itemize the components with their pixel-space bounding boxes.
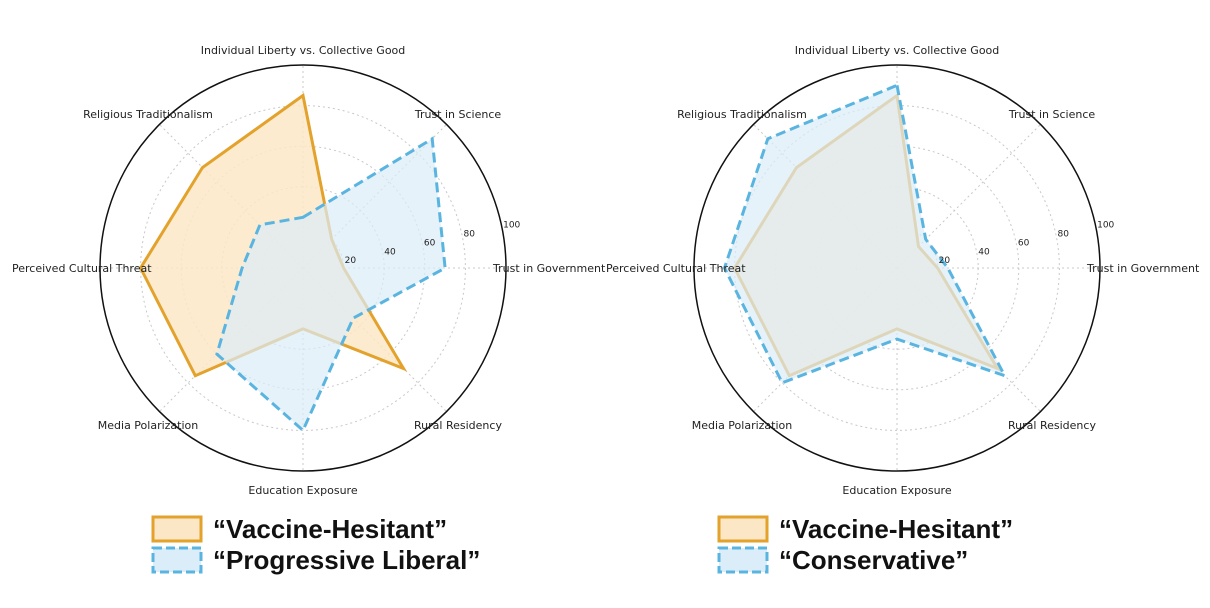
legend-swatch [151,546,203,574]
axis-label: Perceived Cultural Threat [12,262,152,275]
axis-label: Individual Liberty vs. Collective Good [795,44,1000,57]
legend-left: “Vaccine-Hesitant”“Progressive Liberal” [151,514,480,575]
outer-circle [693,64,1101,472]
grid-ring [734,105,1060,431]
legend-label: “Vaccine-Hesitant” [213,514,447,544]
axis-label: Trust in Science [1008,108,1096,121]
axis-label: Media Polarization [692,419,792,432]
outer-circle [99,64,507,472]
legend-swatch [717,546,769,574]
radial-tick-label: 40 [978,247,990,257]
legend-label: “Progressive Liberal” [213,545,480,575]
axis-label: Education Exposure [842,484,951,497]
axis-label: Perceived Cultural Threat [606,262,746,275]
radial-tick-label: 40 [384,247,396,257]
radar-chart-left: 20 40 60 80 100 Individual Liberty vs. Collec… [12,44,606,497]
radial-tick-label: 60 [1018,238,1030,248]
radial-tick-label: 20 [939,256,951,266]
grid-ring [140,105,466,431]
axis-label: Trust in Science [414,108,502,121]
axis-label: Individual Liberty vs. Collective Good [201,44,406,57]
axis-label: Education Exposure [248,484,357,497]
legend-swatch [151,515,203,543]
radial-tick-label: 80 [463,230,475,240]
axis-label: Rural Residency [414,419,502,432]
legend-right: “Vaccine-Hesitant”“Conservative” [717,514,1013,575]
radial-tick-label: 100 [503,221,520,231]
axis-label: Trust in Government [492,262,606,275]
axis-label: Religious Traditionalism [677,108,807,121]
radar-chart-right: 20 40 60 80 100 Individual Liberty vs. Collec… [606,44,1200,497]
axis-label: Rural Residency [1008,419,1096,432]
radial-tick-label: 60 [424,238,436,248]
legend-label: “Vaccine-Hesitant” [779,514,1013,544]
radial-tick-label: 100 [1097,221,1114,231]
axis-label: Media Polarization [98,419,198,432]
radial-tick-label: 80 [1057,230,1069,240]
radial-tick-label: 20 [345,256,357,266]
axis-label: Trust in Government [1086,262,1200,275]
axis-label: Religious Traditionalism [83,108,213,121]
legend-label: “Conservative” [779,545,968,575]
legend-swatch [717,515,769,543]
grid-spoke [896,124,1041,269]
series-polygon-1 [215,136,447,433]
series-polygon-1 [722,83,1008,385]
